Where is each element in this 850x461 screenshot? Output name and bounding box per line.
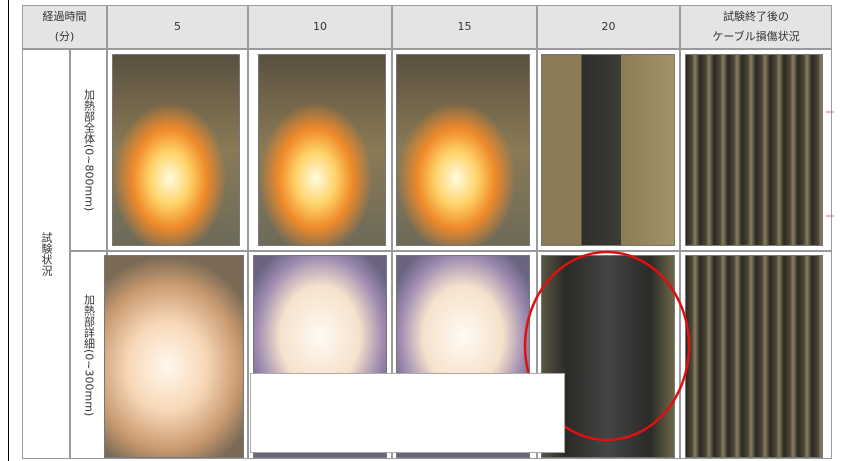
callout: [250, 373, 565, 453]
group-label: 試験状況: [22, 49, 70, 459]
header-elapsed-text: 経過時間: [42, 10, 87, 23]
header-text: 20: [601, 20, 616, 33]
header-elapsed: 経過時間 (分): [22, 5, 107, 49]
header-column: 20: [537, 5, 680, 49]
photo: [685, 255, 823, 458]
header-text: 10: [313, 20, 327, 33]
row-label-text: 加熱部全体(0~800mm): [82, 88, 96, 212]
cell: [248, 251, 392, 459]
group-label-text: 試験状況: [40, 232, 53, 276]
header-text: 5: [174, 20, 181, 33]
highlight-circle: [523, 250, 691, 442]
photo: [541, 54, 675, 246]
photo: [258, 54, 386, 246]
cell: [248, 49, 392, 251]
header-column: 5: [107, 5, 248, 49]
cell: [392, 251, 537, 459]
header-text: 試験終了後の: [723, 10, 789, 23]
header-after: 試験終了後の ケーブル損傷状況: [680, 5, 832, 49]
cell: [680, 251, 832, 459]
cell: [107, 49, 248, 251]
row-label-text: 加熱部詳細(0~300mm): [82, 293, 96, 417]
header-text: 15: [457, 20, 472, 33]
page-border: [8, 0, 9, 461]
cell: [392, 49, 537, 251]
row-label: 加熱部全体(0~800mm): [70, 49, 107, 251]
photo: [104, 255, 244, 458]
photo: [396, 54, 530, 246]
header-unit: (分): [54, 30, 75, 43]
header-text: ケーブル損傷状況: [712, 30, 800, 43]
header-column: 10: [248, 5, 392, 49]
cell: [537, 49, 680, 251]
cell: [680, 49, 832, 251]
photo: [685, 54, 823, 246]
header-column: 15: [392, 5, 537, 49]
photo: [112, 54, 240, 246]
